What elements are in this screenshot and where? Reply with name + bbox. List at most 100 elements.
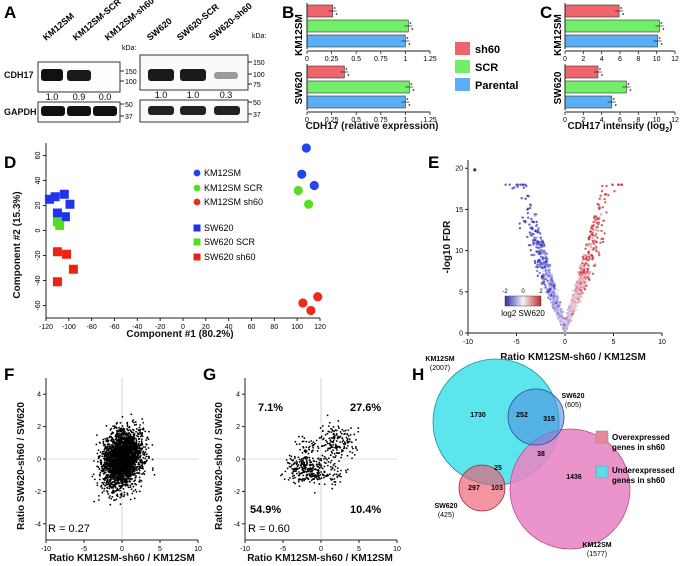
scatter-point bbox=[148, 457, 150, 459]
scatter-point bbox=[341, 428, 344, 431]
scatter-point bbox=[146, 437, 148, 440]
volcano-point bbox=[585, 273, 589, 277]
scatter-point bbox=[289, 457, 292, 460]
volcano-point bbox=[598, 206, 602, 210]
volcano-point bbox=[568, 303, 571, 306]
scatter-point bbox=[142, 450, 145, 453]
venn-region: 25 bbox=[494, 465, 502, 472]
scatter-point bbox=[129, 452, 132, 455]
scatter-point bbox=[101, 491, 104, 494]
y-tick-label: 0 bbox=[37, 457, 41, 464]
volcano-point bbox=[576, 297, 579, 301]
volcano-point bbox=[573, 295, 576, 298]
scatter-point bbox=[320, 445, 323, 448]
scatter-point bbox=[329, 461, 332, 464]
volcano-point bbox=[560, 321, 564, 325]
volcano-point bbox=[579, 295, 582, 298]
volcano-point bbox=[535, 220, 538, 224]
scatter-point bbox=[126, 422, 129, 425]
volcano-point bbox=[536, 228, 540, 232]
scatter-point bbox=[340, 456, 342, 459]
volcano-point bbox=[604, 201, 607, 204]
scatter-point bbox=[107, 457, 110, 460]
scatter-point bbox=[125, 470, 127, 473]
scatter-point bbox=[315, 439, 318, 442]
scatter-point bbox=[143, 462, 146, 465]
volcano-point bbox=[597, 221, 601, 224]
volcano-point bbox=[525, 184, 528, 188]
scatter-point bbox=[144, 446, 147, 448]
scatter-point bbox=[138, 453, 140, 455]
scatter-point bbox=[130, 478, 133, 481]
scatter-point bbox=[102, 470, 105, 473]
volcano-point bbox=[526, 235, 529, 239]
volcano-point bbox=[546, 265, 550, 268]
y-tick-label: 10 bbox=[455, 248, 463, 255]
volcano-point bbox=[531, 253, 534, 257]
scatter-point bbox=[312, 475, 314, 478]
pca-point-sw620 bbox=[65, 199, 75, 209]
scatter-point bbox=[316, 445, 319, 448]
volcano-point bbox=[524, 197, 527, 200]
band bbox=[180, 106, 206, 115]
scatter-point bbox=[350, 427, 352, 429]
scatter-point bbox=[309, 467, 312, 469]
scatter-point bbox=[309, 464, 311, 467]
replicate-dot bbox=[409, 22, 412, 24]
scatter-point bbox=[112, 449, 115, 452]
lane-labels-left: KM12SM KM12SM-SCR KM12SM-sh60 bbox=[41, 0, 156, 43]
volcano-point bbox=[516, 185, 519, 188]
legend-label: genes in sh60 bbox=[612, 476, 665, 485]
volcano-point bbox=[538, 271, 541, 275]
pca-point-km12sm-sh60 bbox=[298, 298, 308, 308]
volcano-point bbox=[590, 254, 593, 257]
scatter-point bbox=[298, 467, 301, 469]
volcano-point bbox=[586, 270, 589, 273]
pca-point-sw620 bbox=[52, 208, 62, 218]
scatter-point bbox=[153, 473, 156, 476]
volcano-point bbox=[548, 265, 552, 268]
scatter-point bbox=[111, 475, 114, 477]
scatter-point bbox=[107, 493, 110, 495]
venn-circle-sw620-over bbox=[458, 464, 506, 512]
volcano-point bbox=[538, 246, 542, 250]
replicate-dot bbox=[658, 37, 661, 39]
bar-parental bbox=[306, 95, 406, 109]
volcano-point bbox=[572, 310, 575, 313]
volcano-point bbox=[600, 213, 603, 216]
replicate-dot bbox=[620, 7, 622, 9]
scatter-point bbox=[109, 473, 112, 476]
x-tick-label: 0 bbox=[181, 324, 185, 331]
y-axis-label: Component #2 (15.3%) bbox=[12, 191, 23, 298]
scatter-point bbox=[294, 482, 297, 485]
scatter-point bbox=[327, 460, 330, 463]
volcano-point bbox=[564, 321, 568, 324]
scatter-point bbox=[102, 444, 105, 447]
scatter-point bbox=[143, 470, 146, 473]
x-tick-label: 0.75 bbox=[374, 117, 388, 124]
scatter-point bbox=[133, 444, 135, 447]
scatter-point bbox=[325, 439, 327, 442]
x-tick-label: 5 bbox=[612, 339, 616, 346]
band bbox=[148, 69, 174, 81]
scatter-point bbox=[336, 437, 339, 440]
volcano-point bbox=[594, 218, 597, 222]
scatter-point bbox=[320, 477, 323, 480]
volcano-point bbox=[538, 243, 541, 246]
scatter-point bbox=[117, 448, 120, 451]
scatter-point bbox=[140, 442, 143, 445]
scatter-point bbox=[122, 448, 125, 451]
scatter-point bbox=[300, 458, 303, 460]
volcano-point bbox=[536, 265, 540, 269]
scatter-point bbox=[103, 456, 106, 458]
scatter-point bbox=[350, 441, 353, 444]
band bbox=[214, 72, 238, 79]
scatter-point bbox=[98, 495, 100, 497]
scatter-point bbox=[333, 436, 336, 439]
scatter-point bbox=[302, 446, 305, 449]
scatter-point bbox=[301, 479, 304, 482]
replicate-dot bbox=[599, 68, 601, 70]
volcano-point bbox=[560, 319, 564, 322]
scatter-point bbox=[306, 468, 309, 471]
